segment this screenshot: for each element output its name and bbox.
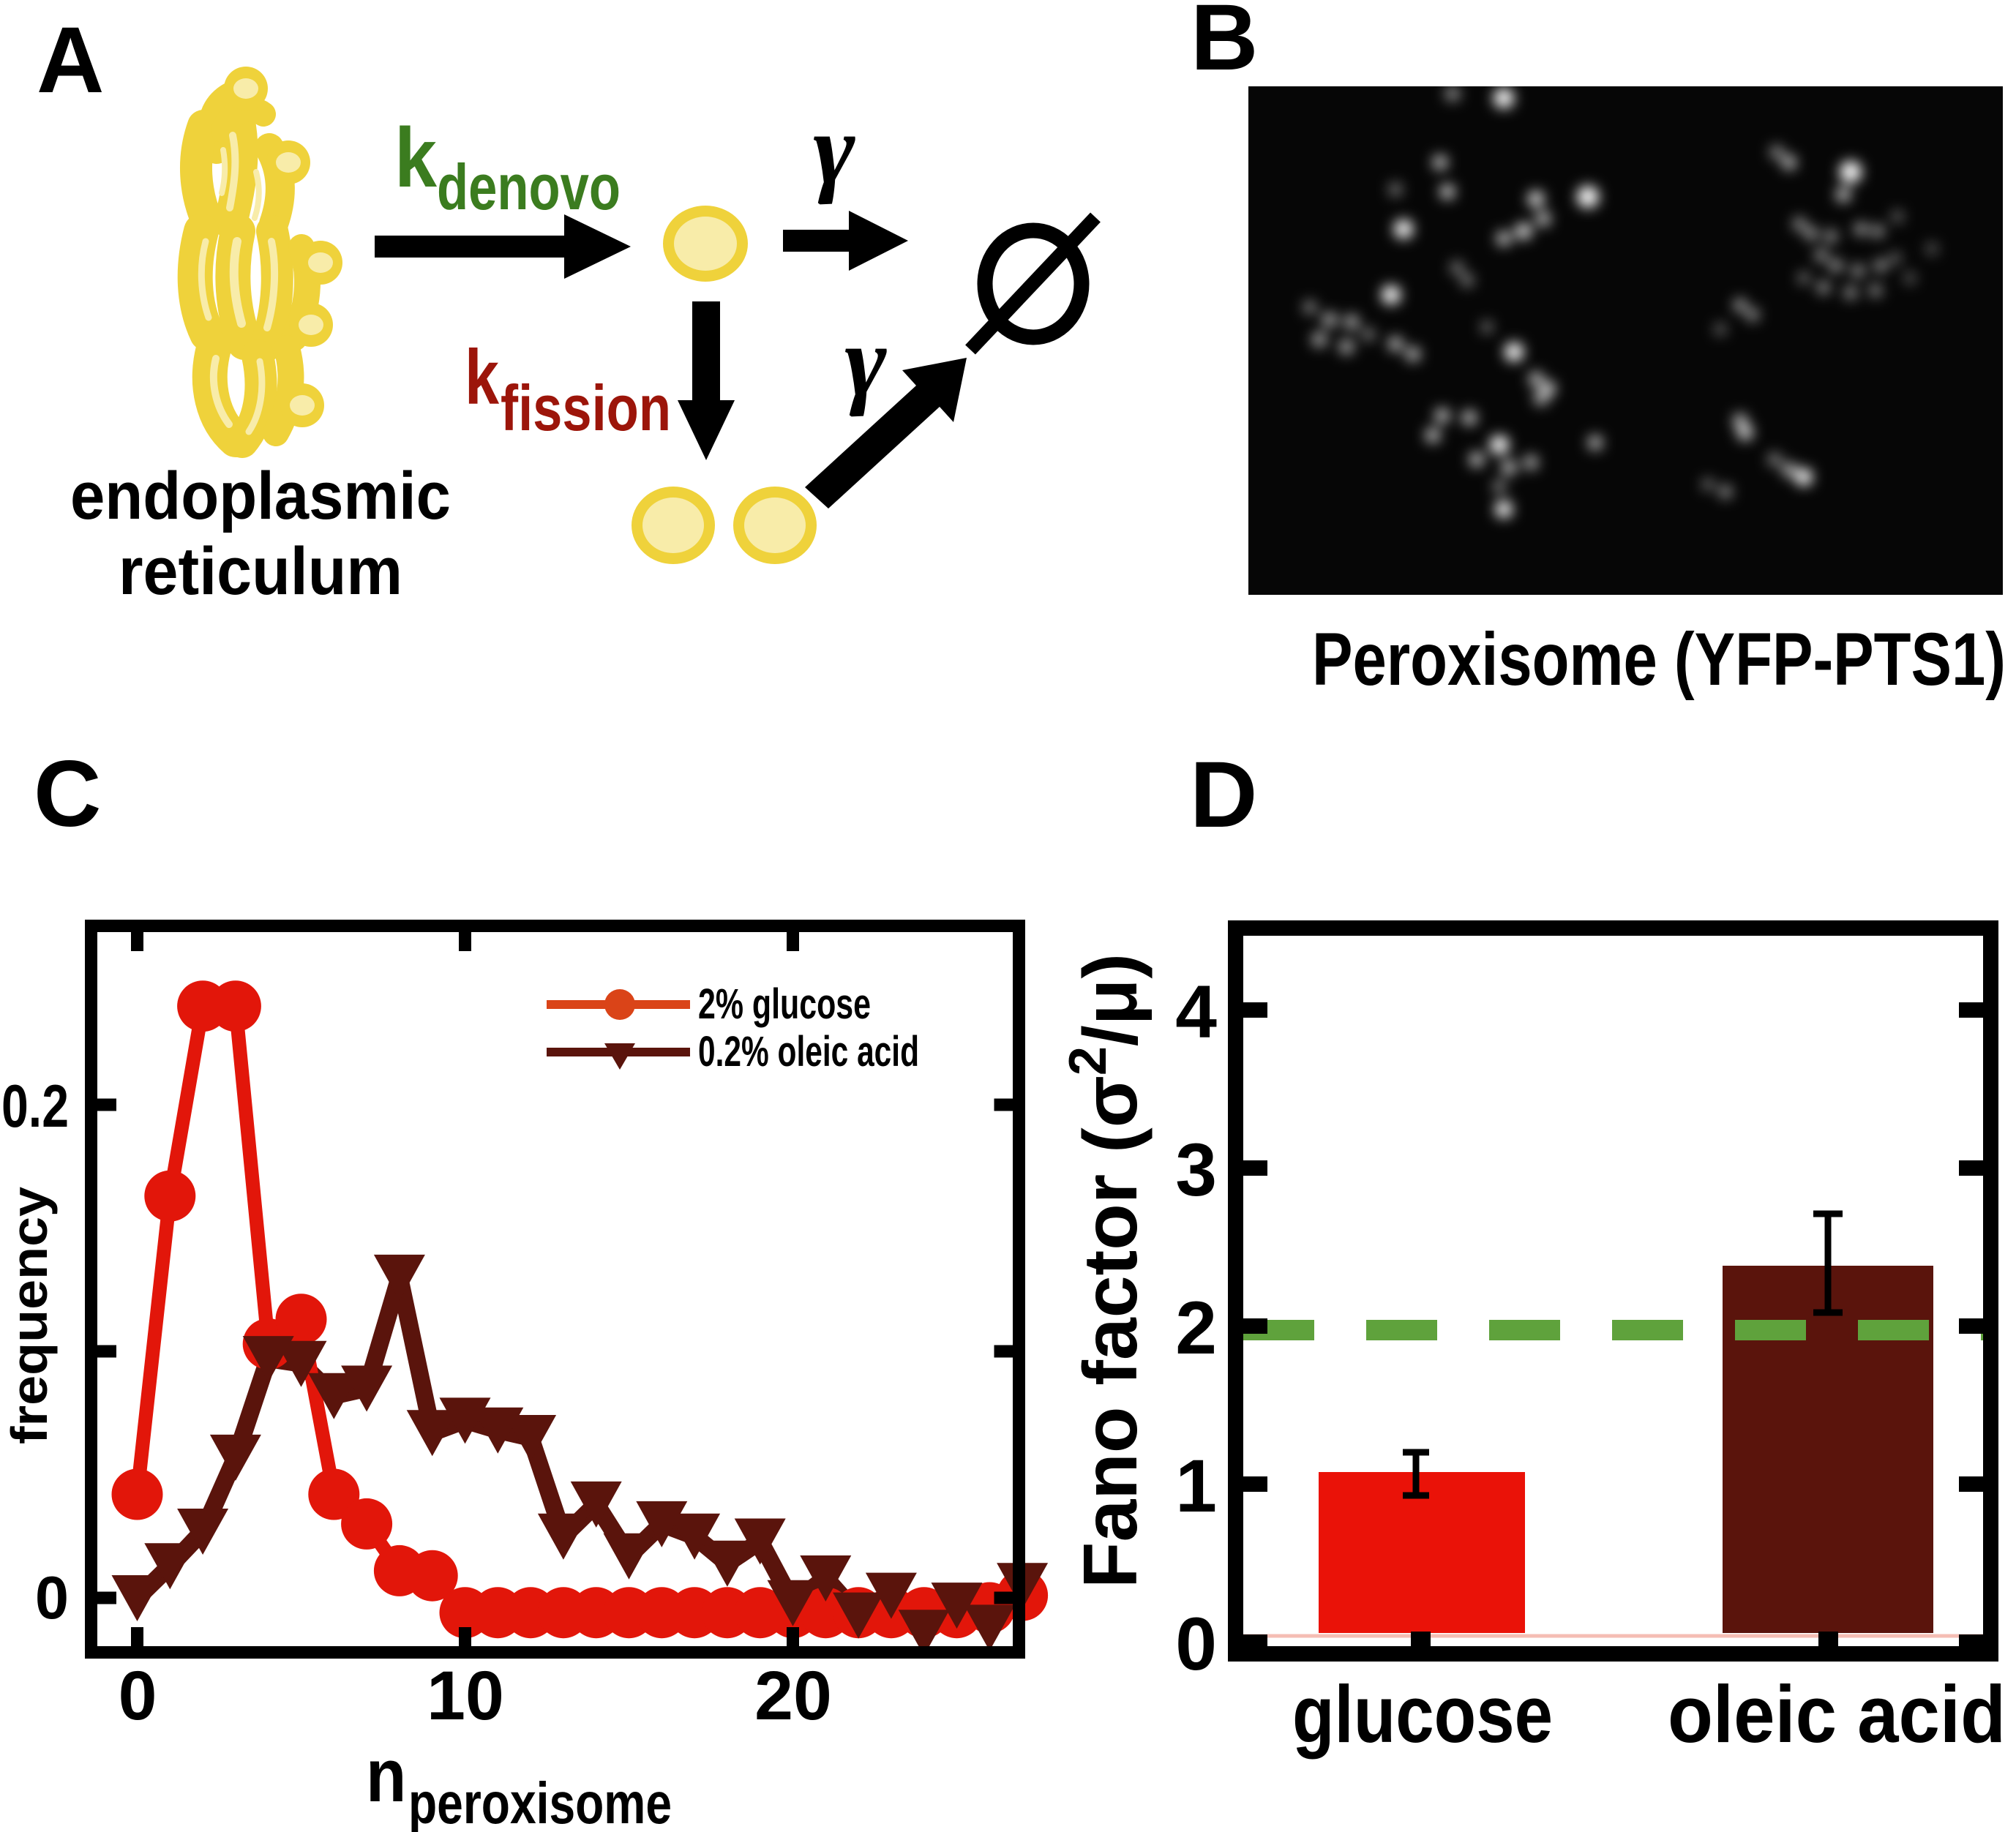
svg-text:k: k — [465, 334, 500, 421]
svg-text:A: A — [37, 8, 104, 113]
svg-text:peroxisome: peroxisome — [408, 1771, 672, 1832]
svg-text:Peroxisome (YFP-PTS1): Peroxisome (YFP-PTS1) — [1312, 617, 2006, 701]
svg-text:B: B — [1191, 0, 1258, 90]
svg-text:0: 0 — [1175, 1602, 1217, 1686]
svg-text:2: 2 — [1175, 1286, 1217, 1370]
svg-text:C: C — [34, 742, 101, 846]
svg-text:oleic acid: oleic acid — [1668, 1670, 2006, 1760]
svg-text:endoplasmic: endoplasmic — [70, 459, 451, 533]
svg-text:3: 3 — [1175, 1128, 1217, 1212]
svg-text:fission: fission — [501, 372, 671, 444]
svg-text:20: 20 — [754, 1657, 832, 1735]
svg-text:10: 10 — [427, 1657, 504, 1735]
svg-text:0.2: 0.2 — [1, 1072, 69, 1140]
svg-text:D: D — [1190, 743, 1257, 847]
svg-text:1: 1 — [1175, 1444, 1217, 1528]
svg-text:γ: γ — [813, 93, 855, 205]
svg-text:0: 0 — [35, 1563, 69, 1632]
svg-text:2% glucose: 2% glucose — [698, 980, 871, 1028]
svg-text:frequency: frequency — [1, 1187, 58, 1444]
svg-text:glucose: glucose — [1292, 1670, 1553, 1760]
svg-text:n: n — [366, 1733, 406, 1818]
svg-text:k: k — [394, 111, 438, 205]
svg-text:4: 4 — [1175, 970, 1217, 1054]
svg-text:reticulum: reticulum — [119, 534, 402, 609]
svg-text:denovo: denovo — [437, 151, 621, 223]
svg-text:γ: γ — [844, 305, 887, 417]
svg-text:0: 0 — [119, 1657, 157, 1735]
svg-text:0.2% oleic acid: 0.2% oleic acid — [698, 1028, 919, 1075]
